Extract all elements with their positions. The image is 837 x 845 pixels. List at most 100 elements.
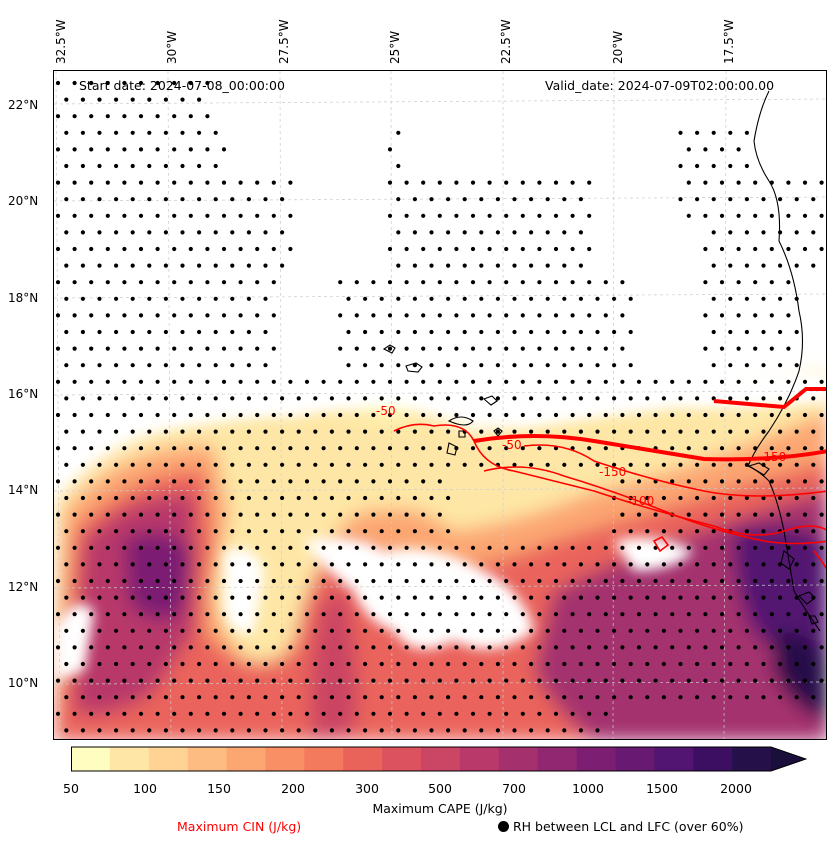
rh-dot — [744, 429, 750, 434]
rh-dot — [80, 97, 85, 102]
rh-dot — [470, 180, 476, 185]
lat-label: 14°N — [8, 483, 39, 497]
rh-dot — [504, 379, 509, 384]
rh-dot — [645, 529, 650, 534]
rh-dot — [719, 213, 725, 218]
rh-dot — [437, 446, 442, 451]
rh-dot — [363, 562, 368, 567]
rh-dot — [736, 280, 741, 285]
rh-dot — [263, 329, 268, 335]
rh-dot — [744, 329, 750, 335]
rh-dot — [487, 711, 492, 716]
rh-dot — [255, 711, 260, 716]
rh-dot — [371, 412, 376, 418]
rh-dot — [695, 163, 700, 169]
rh-dot — [246, 562, 251, 567]
rh-dot — [769, 578, 774, 584]
rh-dot — [354, 379, 359, 384]
rh-dot — [138, 313, 144, 318]
rh-dot — [728, 163, 733, 169]
rh-dot — [288, 612, 293, 617]
rh-dot — [230, 728, 235, 733]
rh-dot — [163, 163, 168, 169]
rh-dot — [653, 678, 658, 683]
rh-dot — [661, 462, 667, 467]
rh-dot — [122, 346, 127, 351]
rh-dot — [429, 197, 434, 202]
cin-label: -150 — [759, 450, 786, 464]
rh-dot — [230, 562, 235, 567]
rh-dot — [64, 130, 69, 135]
rh-dot — [802, 512, 808, 517]
rh-dot — [404, 379, 409, 384]
rh-dot — [454, 645, 459, 650]
rh-dot — [537, 379, 542, 384]
rh-dot — [520, 446, 525, 451]
rh-dot — [778, 628, 783, 633]
rh-dot — [678, 462, 683, 467]
rh-dot — [703, 313, 708, 318]
rh-dot — [180, 329, 185, 335]
rh-dot — [221, 412, 227, 418]
rh-dot — [479, 263, 484, 268]
rh-dot — [587, 545, 592, 550]
rh-dot — [769, 280, 774, 285]
rh-dot — [661, 396, 667, 401]
rh-dot — [155, 479, 160, 484]
rh-dot — [379, 396, 384, 401]
rh-dot — [147, 197, 152, 202]
rh-dot — [595, 661, 600, 667]
rh-dot — [454, 280, 459, 285]
rh-dot — [529, 661, 534, 667]
rh-dot — [147, 628, 152, 633]
rh-dot — [744, 130, 750, 135]
rh-dot — [404, 512, 409, 517]
rh-dot — [454, 412, 459, 418]
rh-dot — [678, 396, 683, 401]
rh-dot — [512, 595, 517, 600]
rh-dot — [105, 180, 110, 185]
rh-dot — [221, 678, 227, 683]
rh-dot — [404, 545, 409, 550]
rh-dot — [379, 628, 384, 633]
rh-dot — [421, 180, 426, 185]
rh-dot — [495, 695, 500, 700]
rh-dot — [446, 197, 451, 202]
rh-dot — [396, 429, 401, 434]
rh-dot — [429, 728, 434, 733]
rh-dot — [487, 545, 492, 550]
rh-dot — [794, 363, 799, 368]
rh-dot — [280, 429, 285, 434]
rh-dot — [429, 263, 434, 268]
rh-dot — [570, 612, 575, 617]
rh-dot — [728, 462, 733, 467]
rh-dot — [230, 230, 235, 235]
rh-dot — [429, 296, 434, 301]
rh-dot — [213, 396, 218, 401]
rh-dot — [670, 645, 675, 650]
rh-dot — [346, 595, 351, 600]
rh-dot — [396, 197, 401, 202]
rh-dot — [479, 728, 484, 733]
rh-dot — [578, 296, 584, 301]
rh-dot — [122, 246, 127, 252]
rh-dot — [462, 695, 467, 700]
rh-dot — [213, 429, 218, 434]
rh-dot — [421, 412, 426, 418]
rh-dot — [263, 263, 268, 268]
rh-dot — [479, 396, 484, 401]
rh-dot — [819, 180, 824, 185]
rh-dot — [429, 396, 434, 401]
rh-dot — [537, 612, 542, 617]
rh-dot — [553, 246, 559, 252]
rh-dot — [421, 645, 426, 650]
rh-dot — [719, 578, 725, 584]
cape-field — [54, 371, 826, 739]
rh-dot — [338, 512, 343, 517]
rh-dot — [753, 379, 758, 384]
rh-dot — [97, 197, 102, 202]
rh-dot — [363, 661, 368, 667]
rh-dot — [429, 595, 434, 600]
rh-dot — [620, 678, 625, 683]
rh-dot — [744, 695, 750, 700]
